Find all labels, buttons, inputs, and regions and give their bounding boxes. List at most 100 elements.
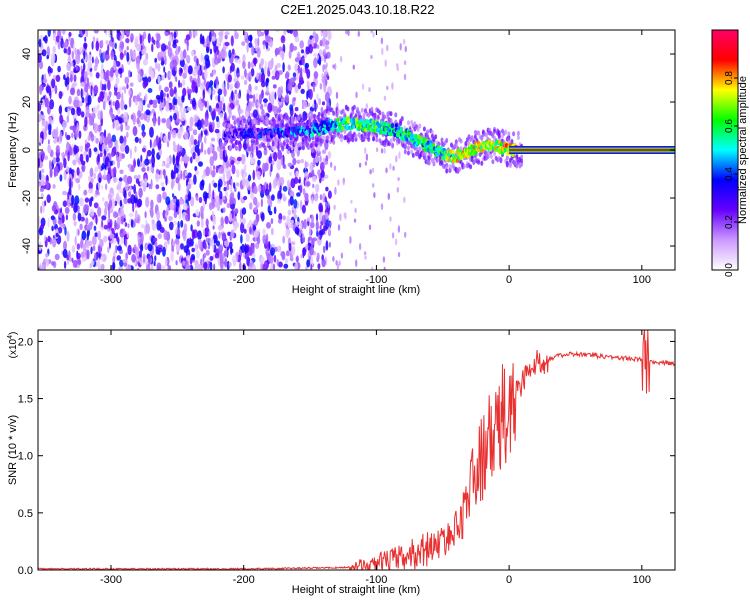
spectrogram-cell (44, 200, 47, 207)
spectrogram-cell (372, 136, 375, 142)
spectrogram-cell (95, 40, 100, 52)
spectrogram-cell (50, 215, 55, 221)
spectrogram-cell (202, 124, 205, 133)
spectrogram-cell (318, 234, 321, 240)
spectrogram-cell (222, 66, 225, 74)
spectrogram-cell (263, 44, 266, 50)
spectrogram-cell (194, 166, 198, 172)
spectrogram-cell (364, 161, 368, 166)
spectrogram-cell (103, 83, 107, 91)
spectrogram-cell (272, 263, 276, 270)
spectrogram-cell (83, 71, 88, 80)
colorbar: 0.0 0.2 0.4 0.6 0.8 Normalized spectral ampl… (711, 29, 749, 277)
spectrogram-cell (371, 167, 375, 173)
spectrogram-cell (148, 183, 151, 190)
spectrogram-cell (265, 233, 269, 244)
spectrogram-cell (77, 259, 82, 266)
spectrogram-cell (228, 107, 232, 119)
spectrogram-cell (39, 137, 43, 144)
spectrogram-cell (124, 49, 127, 56)
spectrogram-x-tick-label: -200 (233, 274, 255, 286)
spectrogram-cell (209, 166, 212, 175)
spectrogram-cell (175, 155, 180, 166)
spectrogram-cell (70, 87, 75, 96)
spectrogram-cell (294, 140, 297, 146)
spectrogram-cell (321, 258, 326, 268)
spectrogram-cell (407, 145, 410, 151)
spectrogram-cell (301, 233, 305, 239)
spectrogram-cell (40, 224, 45, 230)
spectrogram-cell (206, 46, 210, 54)
spectrogram-cell (161, 162, 165, 167)
spectrogram-cell (499, 142, 503, 147)
spectrogram-cell (310, 239, 315, 246)
spectrogram-cell (474, 150, 478, 156)
spectrogram-cell (505, 160, 509, 166)
spectrogram-cell (148, 159, 152, 165)
snr-y-tick-label: 1.0 (18, 451, 33, 463)
spectrogram-cell (364, 147, 367, 155)
spectrogram-cell (49, 99, 55, 110)
spectrogram-cell (93, 202, 99, 209)
spectrogram-cell (255, 140, 259, 145)
spectrogram-cell (73, 43, 75, 52)
spectrogram-cell (71, 257, 74, 263)
spectrogram-cell (117, 159, 120, 169)
spectrogram-cell (231, 90, 234, 101)
spectrogram-cell (182, 233, 187, 242)
spectrogram-cell (354, 117, 359, 122)
spectrogram-cell (319, 225, 322, 230)
spectrogram-cell (111, 37, 114, 43)
spectrogram-cell (324, 129, 328, 134)
spectrogram-cell (267, 102, 273, 113)
spectrogram-cell (140, 224, 145, 229)
spectrogram-cell (181, 95, 185, 103)
spectrogram-cell (151, 43, 154, 53)
spectrogram-cell (466, 154, 470, 159)
spectrogram-cell (97, 230, 102, 241)
spectrogram-cell (430, 129, 434, 135)
spectrogram-cell (64, 77, 68, 87)
spectrogram-cell (397, 138, 401, 144)
spectrogram-cell (156, 194, 161, 203)
spectrogram-cell (291, 245, 296, 256)
spectrogram-cell (61, 30, 66, 35)
spectrogram-cell (271, 139, 275, 145)
spectrogram-cell (251, 253, 256, 259)
spectrogram-cell (161, 118, 167, 124)
spectrogram-cell (286, 115, 289, 121)
spectrogram-cell (80, 65, 83, 72)
spectrogram-cell (249, 146, 253, 152)
spectrogram-cell (497, 130, 501, 136)
spectrogram-cell (128, 212, 134, 218)
spectrogram-cell (410, 120, 414, 125)
spectrogram-cell (165, 163, 170, 169)
spectrogram-cell (92, 235, 97, 246)
spectrogram-cell (212, 151, 218, 161)
spectrogram-x-tick-label: -300 (100, 274, 122, 286)
spectrogram-cell (145, 109, 151, 116)
spectrogram-cell (282, 141, 286, 147)
spectrogram-cell (70, 61, 74, 67)
spectrogram-cell (226, 180, 230, 186)
spectrogram-cell (323, 120, 327, 125)
spectrogram-cell (142, 77, 145, 81)
spectrogram-cell (289, 30, 294, 35)
spectrogram-cell (311, 214, 314, 224)
spectrogram-cell (304, 200, 309, 206)
spectrogram-cell (62, 200, 68, 207)
spectrogram-cell (233, 182, 236, 189)
spectrogram-cell (292, 97, 297, 102)
spectrogram-cell (173, 163, 177, 175)
spectrogram-cell (177, 96, 181, 106)
spectrogram-cell (279, 176, 285, 186)
spectrogram-cell (94, 232, 98, 237)
spectrogram-cell (303, 218, 307, 230)
spectrogram-cell (219, 149, 223, 160)
spectrogram-cell (118, 266, 123, 270)
spectrogram-cell (383, 142, 387, 148)
spectrogram-x-ticks: -300 -200 -100 0 100 (100, 30, 651, 286)
spectrogram-cell (131, 253, 137, 263)
spectrogram-cell (38, 102, 42, 112)
spectrogram-cell (107, 139, 113, 149)
